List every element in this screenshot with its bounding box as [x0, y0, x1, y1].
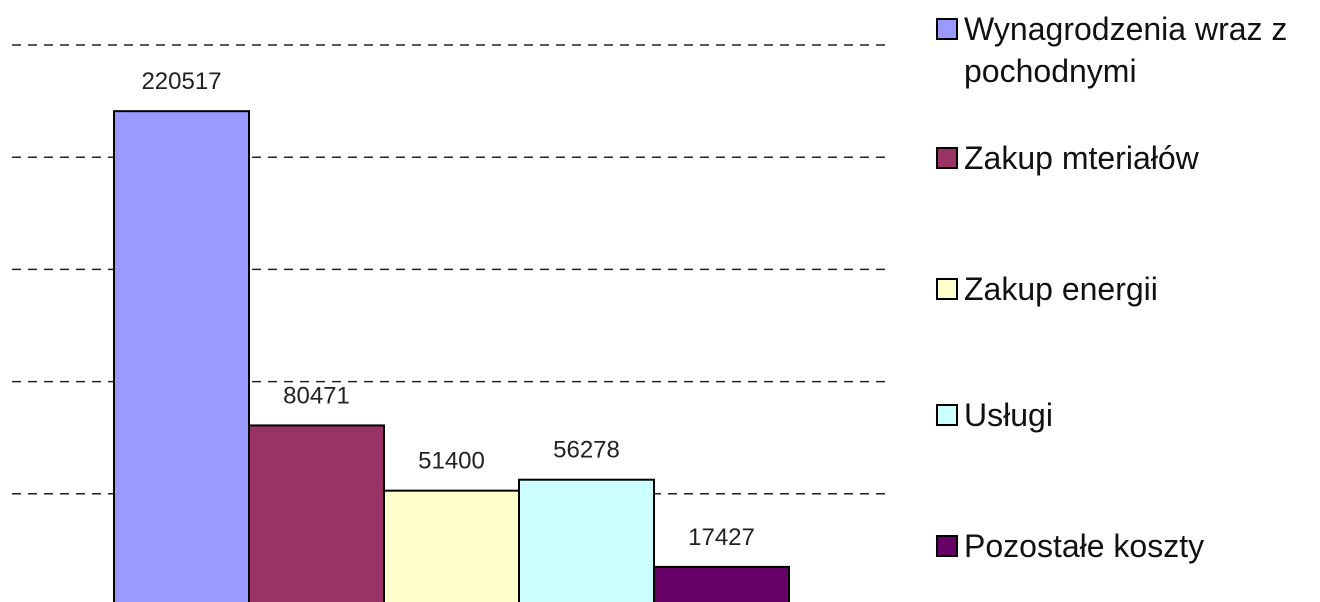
legend-swatch — [936, 147, 958, 169]
legend-item: Wynagrodzenia wraz z pochodnymi — [936, 8, 1314, 92]
data-label: 56278 — [553, 437, 620, 464]
bar — [383, 489, 520, 602]
legend-label: Wynagrodzenia wraz z pochodnymi — [964, 11, 1288, 89]
data-label: 17427 — [688, 524, 755, 551]
legend-item: Usługi — [936, 394, 1314, 436]
legend-item: Zakup mteriałów — [936, 137, 1314, 179]
chart: 220517 80471 51400 56278 17427 — [12, 44, 892, 602]
data-label: 80471 — [283, 382, 350, 409]
legend-label: Pozostałe koszty — [964, 528, 1205, 564]
bar — [248, 424, 385, 602]
legend-swatch — [936, 404, 958, 426]
bar — [653, 565, 790, 602]
legend-label: Usługi — [964, 397, 1053, 433]
bar — [518, 478, 655, 602]
bar — [113, 110, 250, 602]
legend-swatch — [936, 535, 958, 557]
legend-item: Pozostałe koszty — [936, 525, 1314, 567]
legend-label: Zakup energii — [964, 271, 1158, 307]
legend-item: Zakup energii — [936, 268, 1314, 310]
legend-swatch — [936, 278, 958, 300]
legend-label: Zakup mteriałów — [964, 140, 1199, 176]
data-label: 220517 — [141, 68, 221, 95]
legend-swatch — [936, 18, 958, 40]
data-label: 51400 — [418, 448, 485, 475]
